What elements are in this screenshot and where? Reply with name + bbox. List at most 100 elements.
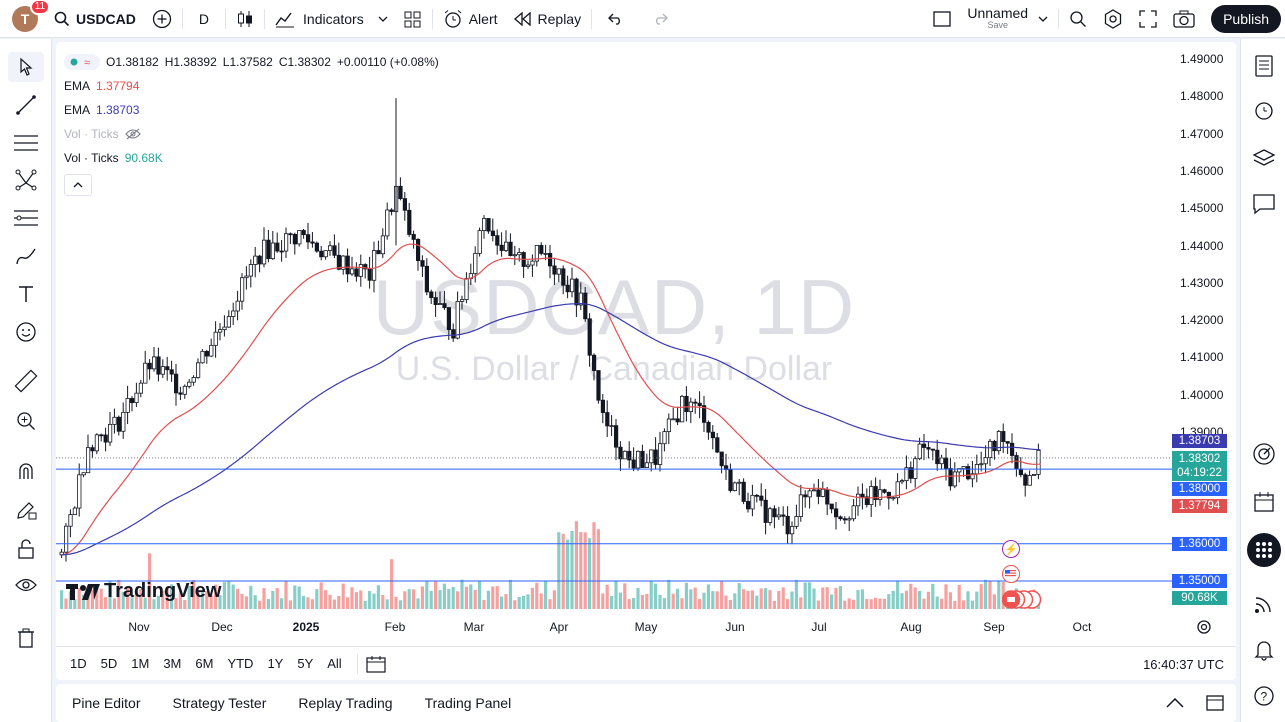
calendar-icon bbox=[1254, 492, 1274, 512]
divider bbox=[431, 8, 433, 29]
products-button[interactable] bbox=[1247, 533, 1281, 567]
candle-body bbox=[917, 443, 922, 460]
chats-button[interactable] bbox=[1247, 187, 1281, 221]
symbol-search[interactable]: USDCAD bbox=[46, 0, 144, 38]
vol-name: Vol · Ticks bbox=[64, 151, 119, 165]
chart-type-button[interactable] bbox=[228, 0, 262, 38]
layout-name: Unnamed bbox=[967, 4, 1029, 21]
help-button[interactable]: ? bbox=[1247, 679, 1281, 713]
volume-bar bbox=[984, 579, 988, 609]
brush-tool[interactable] bbox=[8, 241, 44, 271]
ema1-legend[interactable]: EMA 1.37794 bbox=[64, 74, 445, 98]
undo-button[interactable] bbox=[594, 0, 638, 38]
volume-bar bbox=[825, 587, 829, 609]
volume-bar bbox=[689, 589, 693, 609]
hide-drawings-tool[interactable] bbox=[8, 570, 44, 600]
trend-line-tool[interactable] bbox=[8, 90, 44, 120]
ema1-price-tag: 1.37794 bbox=[1172, 499, 1227, 513]
layers-button[interactable] bbox=[1247, 141, 1281, 175]
candle-body bbox=[270, 242, 275, 260]
pitchfork-tool[interactable] bbox=[8, 165, 44, 195]
chevron-up-icon[interactable] bbox=[1166, 698, 1184, 708]
range-button-1m[interactable]: 1M bbox=[131, 656, 150, 671]
volume-bar bbox=[328, 594, 332, 609]
interval-button[interactable]: D bbox=[198, 10, 210, 27]
trash-icon bbox=[18, 628, 34, 648]
range-button-6m[interactable]: 6M bbox=[195, 656, 214, 671]
remove-drawings-tool[interactable] bbox=[8, 623, 44, 653]
candle-body bbox=[988, 440, 993, 458]
event-lightning-icon[interactable]: ⚡ bbox=[1002, 540, 1020, 558]
event-us-flag-icon[interactable] bbox=[1002, 565, 1020, 583]
calendar-button[interactable] bbox=[1247, 485, 1281, 519]
range-button-5y[interactable]: 5Y bbox=[297, 656, 314, 671]
notifications-button[interactable] bbox=[1247, 633, 1281, 667]
eye-crossed-icon[interactable] bbox=[124, 128, 141, 140]
magnet-tool[interactable] bbox=[8, 456, 44, 486]
candle-body bbox=[486, 218, 491, 232]
zoom-tool[interactable] bbox=[8, 406, 44, 436]
candle-body bbox=[464, 278, 469, 300]
tab-strategy-tester[interactable]: Strategy Tester bbox=[172, 695, 267, 711]
maximize-panel-icon[interactable] bbox=[1206, 695, 1224, 711]
volume-bar bbox=[605, 584, 609, 609]
range-button-1d[interactable]: 1D bbox=[70, 656, 87, 671]
vol-hidden-legend[interactable]: Vol · Ticks bbox=[64, 122, 445, 146]
time-axis[interactable]: Nov Dec 2025 Feb Mar Apr May Jun Jul Aug Sep Oct bbox=[56, 614, 1211, 638]
alerts-button[interactable] bbox=[1247, 93, 1281, 127]
volume-bar bbox=[420, 586, 424, 609]
stay-drawing-tool[interactable] bbox=[8, 495, 44, 525]
candle-body bbox=[451, 329, 456, 339]
user-avatar[interactable]: T 11 bbox=[12, 0, 50, 32]
settings-button[interactable] bbox=[1095, 0, 1131, 38]
fullscreen-button[interactable] bbox=[1131, 0, 1165, 38]
hotlist-button[interactable] bbox=[1247, 437, 1281, 471]
range-button-ytd[interactable]: YTD bbox=[227, 656, 254, 671]
layers-icon bbox=[1252, 149, 1276, 166]
snapshot-button[interactable] bbox=[1165, 0, 1203, 38]
range-button-all[interactable]: All bbox=[327, 656, 342, 671]
horizontal-lines-tool[interactable] bbox=[8, 128, 44, 158]
compare-button[interactable] bbox=[144, 0, 180, 38]
candle-body bbox=[561, 268, 566, 286]
lock-drawings-tool[interactable] bbox=[8, 534, 44, 564]
range-button-3m[interactable]: 3M bbox=[163, 656, 182, 671]
tradingview-logo[interactable]: TradingView bbox=[66, 580, 221, 603]
axis-settings-icon[interactable] bbox=[1196, 619, 1212, 635]
chart-pane[interactable]: USDCAD, 1D U.S. Dollar / Canadian Dollar… bbox=[56, 42, 1236, 680]
collapse-legend-button[interactable] bbox=[64, 174, 92, 196]
stream-button[interactable] bbox=[1247, 587, 1281, 621]
tab-replay-trading[interactable]: Replay Trading bbox=[298, 695, 393, 711]
price-tick-label: 1.49000 bbox=[1180, 52, 1224, 66]
text-tool[interactable] bbox=[8, 279, 44, 309]
event-ca-flags-icon[interactable] bbox=[1001, 590, 1042, 609]
volume-bar bbox=[698, 599, 702, 609]
redo-button[interactable] bbox=[638, 0, 682, 38]
candle-body bbox=[785, 515, 790, 535]
replay-button[interactable]: Replay bbox=[506, 0, 590, 38]
templates-button[interactable] bbox=[396, 0, 430, 38]
utc-clock[interactable]: 16:40:37 UTC bbox=[1143, 657, 1224, 672]
indicators-button[interactable]: Indicators bbox=[267, 0, 396, 38]
ema2-legend[interactable]: EMA 1.38703 bbox=[64, 98, 445, 122]
watchlist-button[interactable] bbox=[1247, 49, 1281, 83]
range-button-1y[interactable]: 1Y bbox=[267, 656, 284, 671]
emoji-tool[interactable] bbox=[8, 317, 44, 347]
price-scale[interactable]: 1.49000 1.48000 1.47000 1.46000 1.45000 1.440… bbox=[1172, 42, 1236, 622]
alert-button[interactable]: Alert bbox=[435, 0, 506, 38]
tab-pine-editor[interactable]: Pine Editor bbox=[72, 695, 141, 711]
time-tick-label: Sep bbox=[983, 620, 1005, 634]
volume-bar bbox=[394, 596, 398, 609]
publish-button[interactable]: Publish bbox=[1211, 4, 1281, 33]
vol-legend[interactable]: Vol · Ticks 90.68K bbox=[64, 146, 445, 170]
volume-bar bbox=[346, 597, 350, 609]
measure-tool[interactable] bbox=[8, 366, 44, 396]
fib-tool[interactable] bbox=[8, 203, 44, 233]
layout-select[interactable]: Unnamed Save bbox=[925, 0, 1056, 38]
quick-search-button[interactable] bbox=[1061, 0, 1095, 38]
tab-trading-panel[interactable]: Trading Panel bbox=[424, 695, 512, 711]
calendar-range-icon[interactable] bbox=[366, 655, 386, 673]
cursor-tool[interactable] bbox=[8, 52, 44, 82]
price-chart-svg[interactable] bbox=[56, 42, 1172, 614]
range-button-5d[interactable]: 5D bbox=[100, 656, 118, 671]
